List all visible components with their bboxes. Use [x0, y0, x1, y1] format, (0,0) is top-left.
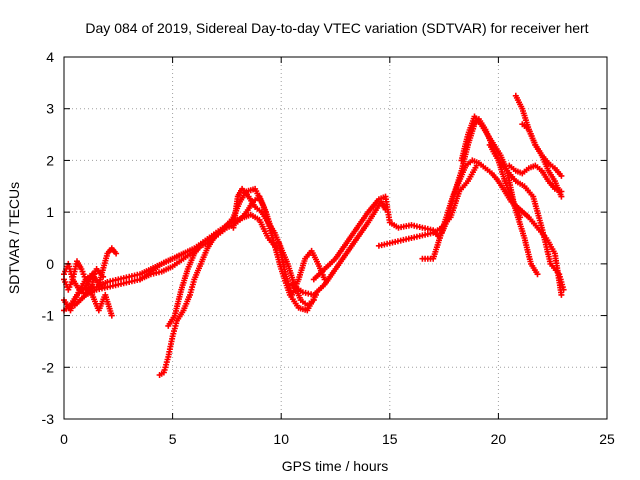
series-arc-13	[310, 193, 443, 283]
series-arc-20	[519, 121, 565, 179]
x-tick-label: 20	[491, 431, 507, 447]
series-arc-11	[276, 240, 328, 298]
x-tick-label: 25	[599, 431, 615, 447]
data-series	[61, 92, 567, 378]
series-markers	[375, 162, 480, 249]
y-axis-label: SDTVAR / TECUs	[6, 182, 22, 294]
x-tick-label: 0	[60, 431, 68, 447]
y-tick-label: -2	[42, 359, 55, 375]
y-tick-label: -1	[42, 308, 55, 324]
series-markers	[506, 162, 565, 195]
x-tick-label: 10	[273, 431, 289, 447]
series-arc-18	[486, 141, 567, 293]
x-tick-label: 5	[169, 431, 177, 447]
series-markers	[519, 121, 565, 179]
series-markers	[276, 240, 328, 298]
series-markers	[310, 193, 443, 283]
y-tick-label: -3	[42, 411, 55, 427]
series-markers	[486, 141, 567, 293]
series-arc-12	[289, 198, 389, 298]
series-arc-14	[375, 162, 480, 249]
y-tick-label: 3	[46, 101, 54, 117]
chart-title: Day 084 of 2019, Sidereal Day-to-day VTE…	[85, 20, 588, 36]
y-tick-label: 2	[46, 152, 54, 168]
y-tick-label: 0	[46, 256, 54, 272]
y-tick-label: 1	[46, 204, 54, 220]
plot-frame	[63, 56, 608, 420]
y-tick-label: 4	[46, 49, 54, 65]
x-axis-label: GPS time / hours	[282, 458, 389, 474]
series-line	[488, 143, 565, 291]
series-line	[158, 195, 274, 377]
series-arc-21	[506, 162, 565, 195]
series-markers	[289, 198, 389, 298]
x-tick-label: 15	[382, 431, 398, 447]
axes: 0 5 10 15 20 25 -3 -2 -1 0 1 2 3 4	[42, 49, 615, 447]
series-arc-17	[458, 113, 524, 221]
